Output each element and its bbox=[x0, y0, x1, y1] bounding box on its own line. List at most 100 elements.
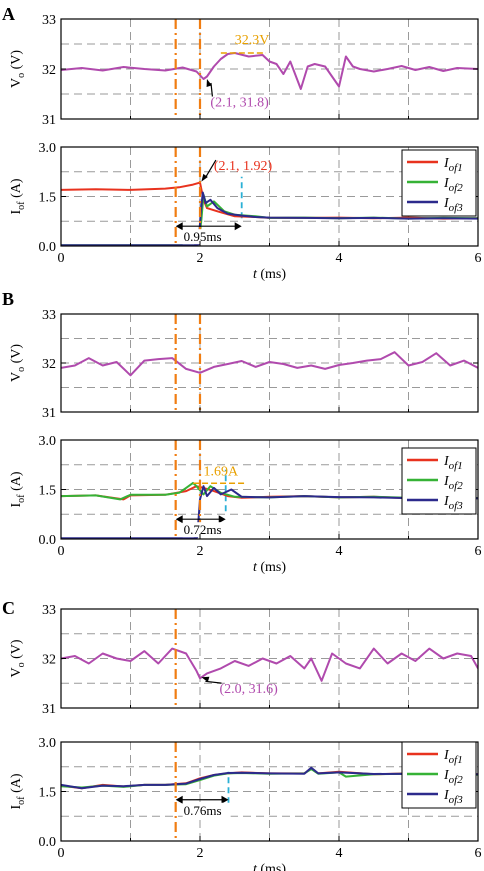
ylabel: Vo (V) bbox=[9, 344, 27, 382]
xlabel-unit: (ms) bbox=[257, 862, 287, 871]
legend-label-main: I bbox=[443, 176, 450, 191]
series-line-vo bbox=[61, 52, 478, 90]
legend-label: Iof3 bbox=[443, 196, 463, 214]
legend-label-sub: of1 bbox=[449, 460, 463, 472]
ylabel-text: Vo (V) bbox=[9, 50, 27, 88]
ylabel-text-sub: of bbox=[16, 796, 27, 805]
series-group bbox=[61, 481, 478, 539]
legend-label: Iof2 bbox=[443, 768, 463, 786]
ylabel-text-unit: (A) bbox=[9, 471, 24, 494]
ylabel: Vo (V) bbox=[9, 639, 27, 677]
ylabel-text-unit: (V) bbox=[9, 50, 24, 73]
subplot-voltage: 31 32 33 Vo (V) bbox=[9, 308, 479, 421]
legend-label-sub: of2 bbox=[449, 182, 464, 194]
annotation-label: (2.0, 31.6) bbox=[219, 682, 278, 697]
xlabel-unit: (ms) bbox=[257, 560, 287, 575]
series-group bbox=[61, 52, 478, 90]
xtick-label: 6 bbox=[475, 544, 482, 559]
legend-label-main: I bbox=[443, 768, 450, 783]
legend-label-sub: of2 bbox=[449, 480, 464, 492]
ylabel-text-sub: o bbox=[16, 73, 27, 78]
annotation-arrow-head bbox=[206, 79, 212, 87]
ylabel-text: Vo (V) bbox=[9, 344, 27, 382]
legend-label-sub: of1 bbox=[449, 162, 463, 174]
ytick-label: 33 bbox=[42, 308, 56, 323]
series-line-of3 bbox=[61, 766, 478, 790]
ytick-label: 31 bbox=[42, 113, 56, 128]
xtick-label: 0 bbox=[58, 846, 65, 861]
ylabel-text-unit: (V) bbox=[9, 344, 24, 367]
span-label: 0.95ms bbox=[184, 229, 222, 244]
xlabel: t (ms) bbox=[253, 267, 286, 282]
span-arrow-head-left bbox=[175, 222, 183, 231]
ytick-label: 3.0 bbox=[39, 434, 57, 449]
annotation-label: (2.1, 31.8) bbox=[210, 96, 269, 111]
series-line-of3 bbox=[61, 191, 478, 246]
subplot-current: 0.95ms (2.1, 1.92) 0.0 1.5 3.0 0 2 4 6 Iof (A) t (… bbox=[9, 141, 482, 282]
ylabel-text-main: I bbox=[9, 805, 24, 810]
span-arrow-head-left bbox=[175, 515, 183, 524]
span-arrow-head-right bbox=[234, 222, 242, 231]
legend-label-main: I bbox=[443, 494, 450, 509]
panel-a: A 32.3V (2.1, 31.8) 31 32 33 Vo (V) 0.95ms (2.1,… bbox=[2, 4, 482, 282]
series-group bbox=[61, 766, 478, 790]
legend-label-main: I bbox=[443, 748, 450, 763]
xtick-label: 4 bbox=[336, 544, 343, 559]
legend-label: Iof3 bbox=[443, 494, 463, 512]
xlabel-var: t bbox=[253, 267, 258, 282]
ylabel: Iof (A) bbox=[9, 178, 27, 214]
ylabel-text: Iof (A) bbox=[9, 773, 27, 809]
ylabel-text-main: V bbox=[9, 372, 24, 382]
ylabel-text-main: I bbox=[9, 503, 24, 508]
legend-label-sub: of1 bbox=[449, 754, 463, 766]
ytick-label: 3.0 bbox=[39, 141, 57, 156]
series-line-of3 bbox=[61, 485, 478, 539]
ylabel-text-sub: o bbox=[16, 662, 27, 667]
ylabel: Iof (A) bbox=[9, 773, 27, 809]
ytick-label: 31 bbox=[42, 702, 56, 717]
legend-label: Iof1 bbox=[443, 454, 463, 472]
legend-label: Iof2 bbox=[443, 474, 463, 492]
series-group bbox=[61, 647, 478, 682]
legend-label: Iof3 bbox=[443, 788, 463, 806]
xtick-label: 0 bbox=[58, 544, 65, 559]
legend-label-main: I bbox=[443, 474, 450, 489]
ytick-label: 33 bbox=[42, 603, 56, 618]
ylabel-text-main: I bbox=[9, 210, 24, 215]
ytick-label: 31 bbox=[42, 406, 56, 421]
ylabel-text-sub: o bbox=[16, 367, 27, 372]
span-arrow-head-left bbox=[175, 795, 183, 804]
panel-letter: C bbox=[2, 598, 15, 618]
legend-label: Iof1 bbox=[443, 156, 463, 174]
xlabel: t (ms) bbox=[253, 560, 286, 575]
ytick-label: 1.5 bbox=[39, 484, 57, 499]
xtick-label: 4 bbox=[336, 846, 343, 861]
panel-letter: A bbox=[2, 4, 15, 24]
legend-label-sub: of3 bbox=[449, 500, 464, 512]
legend-label-sub: of3 bbox=[449, 794, 464, 806]
series-line-vo bbox=[61, 351, 478, 377]
span-label-bg bbox=[182, 802, 231, 818]
xtick-label: 2 bbox=[197, 251, 204, 266]
ytick-label: 32 bbox=[42, 63, 56, 78]
span-label: 0.76ms bbox=[184, 803, 222, 818]
ytick-label: 32 bbox=[42, 357, 56, 372]
ytick-label: 0.0 bbox=[39, 240, 57, 255]
ylabel-text-main: V bbox=[9, 78, 24, 88]
ylabel: Vo (V) bbox=[9, 50, 27, 88]
ytick-label: 1.5 bbox=[39, 786, 57, 801]
legend-label-sub: of2 bbox=[449, 774, 464, 786]
subplot-voltage: 32.3V (2.1, 31.8) 31 32 33 Vo (V) bbox=[9, 13, 479, 128]
legend-label-main: I bbox=[443, 196, 450, 211]
annotation-label: 32.3V bbox=[235, 33, 270, 48]
ylabel-text-sub: of bbox=[16, 201, 27, 210]
ylabel-text: Iof (A) bbox=[9, 178, 27, 214]
ytick-label: 32 bbox=[42, 653, 56, 668]
series-group bbox=[61, 351, 478, 377]
ytick-label: 33 bbox=[42, 13, 56, 28]
xtick-label: 2 bbox=[197, 846, 204, 861]
series-line-vo bbox=[61, 647, 478, 682]
